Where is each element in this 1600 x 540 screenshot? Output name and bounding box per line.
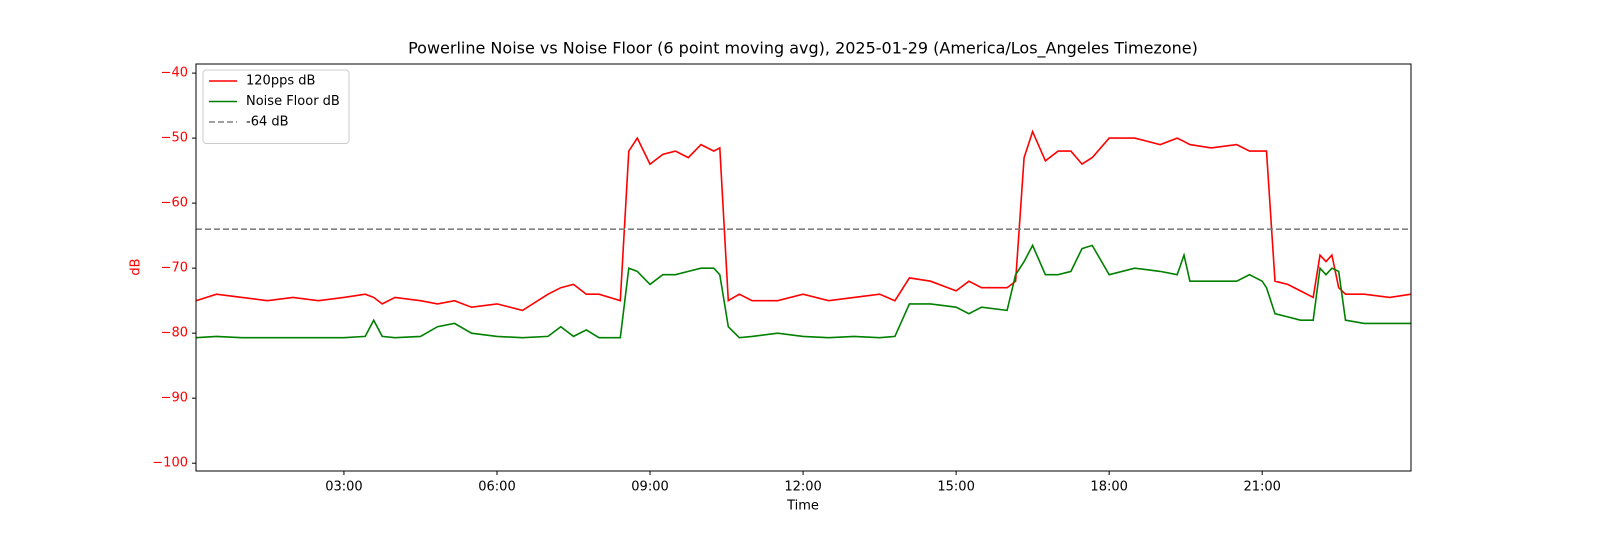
x-tick-label: 06:00 (478, 480, 515, 495)
x-tick-label: 12:00 (784, 480, 821, 495)
legend-label: 120pps dB (246, 74, 315, 89)
series-line (195, 243, 1411, 339)
x-tick-label: 03:00 (325, 480, 362, 495)
y-tick-label: −40 (161, 66, 188, 81)
plot-frame (195, 63, 1412, 472)
y-tick-label: −70 (161, 261, 188, 276)
y-tick-label: −100 (152, 456, 188, 471)
legend-label: Noise Floor dB (246, 94, 340, 109)
x-axis-label: Time (786, 499, 819, 514)
x-tick-label: 09:00 (631, 480, 668, 495)
y-tick-label: −50 (161, 131, 188, 146)
series-line (195, 129, 1412, 312)
legend-label: -64 dB (246, 115, 289, 130)
legend-box (202, 69, 350, 144)
x-tick-label: 21:00 (1243, 480, 1280, 495)
x-tick-label: 18:00 (1090, 480, 1127, 495)
y-tick-label: −60 (161, 196, 188, 211)
y-tick-label: −90 (161, 391, 188, 406)
y-axis-label: dB (129, 258, 144, 275)
y-tick-label: −80 (161, 326, 188, 341)
x-tick-label: 15:00 (937, 480, 974, 495)
chart-title: Powerline Noise vs Noise Floor (6 point … (408, 39, 1198, 59)
